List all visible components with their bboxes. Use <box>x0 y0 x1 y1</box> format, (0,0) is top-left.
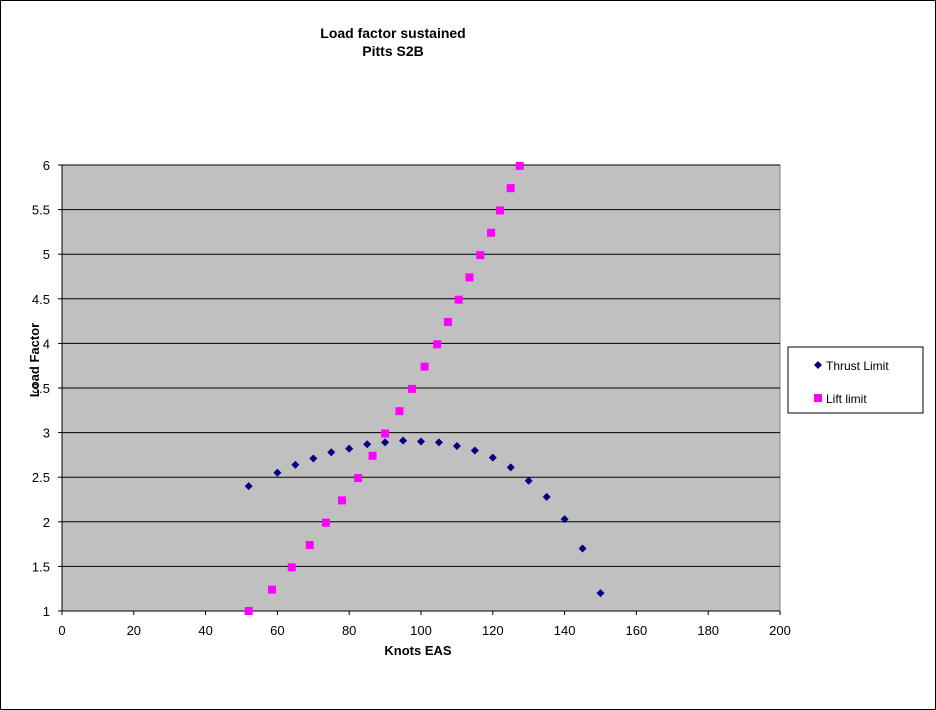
x-axis: 0 20 40 60 80 100 120 140 160 180 200 <box>58 610 791 638</box>
y-tick-label: 1.5 <box>32 559 50 574</box>
legend-label-lift-limit: Lift limit <box>826 392 867 406</box>
x-tick-label: 140 <box>554 623 576 638</box>
lift-limit-point <box>305 540 314 549</box>
legend-square-marker <box>814 394 822 402</box>
thrust-limit-point <box>596 589 605 598</box>
lift-limit-point <box>408 384 417 393</box>
thrust-limit-point <box>417 437 425 446</box>
lift-limit-point <box>268 585 277 594</box>
x-tick-label: 160 <box>626 623 648 638</box>
thrust-limit-point <box>524 476 533 485</box>
y-tick-label: 5.5 <box>32 203 50 218</box>
y-tick-label: 3.5 <box>32 381 50 396</box>
grid-lines <box>62 164 780 567</box>
thrust-limit-point <box>309 454 318 463</box>
lift-limit-point <box>443 317 452 326</box>
y-tick-label: 6 <box>43 158 50 173</box>
legend: Thrust Limit Lift limit <box>787 346 924 414</box>
x-tick-label: 0 <box>58 623 65 638</box>
lift-limit-point <box>338 496 347 505</box>
thrust-limit-point <box>434 438 443 447</box>
thrust-limit-point <box>399 436 408 445</box>
lift-limit-point <box>368 451 377 460</box>
thrust-limit-point <box>381 438 390 447</box>
chart-title: Load factor sustained <box>320 25 465 41</box>
thrust-limit-point <box>560 515 569 524</box>
legend-diamond-marker <box>814 361 822 369</box>
x-tick-label: 200 <box>769 623 791 638</box>
x-tick-label: 180 <box>697 623 719 638</box>
y-axis-title: Load Factor <box>27 323 42 397</box>
x-tick-label: 40 <box>198 623 212 638</box>
thrust-limit-point <box>345 444 354 453</box>
lift-limit-point <box>476 251 485 260</box>
thrust-limit-point <box>273 468 282 477</box>
y-tick-label: 2.5 <box>32 470 50 485</box>
legend-box <box>787 346 924 414</box>
lift-limit-point <box>495 206 504 215</box>
lift-limit-point <box>395 407 404 416</box>
y-tick-label: 4 <box>43 336 50 351</box>
x-tick-label: 20 <box>127 623 141 638</box>
x-tick-label: 120 <box>482 623 504 638</box>
y-axis: 1 1.5 2 2.5 3 3.5 4 4.5 5 5.5 6 <box>32 158 63 619</box>
thrust-limit-point <box>327 448 336 457</box>
data-marks <box>244 161 605 615</box>
chart-subtitle: Pitts S2B <box>362 43 423 59</box>
x-tick-label: 80 <box>342 623 356 638</box>
thrust-limit-point <box>363 440 372 449</box>
thrust-limit-point <box>542 492 551 501</box>
x-tick-label: 60 <box>270 623 284 638</box>
x-axis-title: Knots EAS <box>384 643 452 658</box>
legend-label-thrust-limit: Thrust Limit <box>826 359 889 373</box>
y-tick-label: 5 <box>43 247 50 262</box>
thrust-limit-point <box>578 544 587 553</box>
lift-limit-point <box>287 563 296 572</box>
thrust-limit-point <box>452 441 461 450</box>
thrust-limit-point <box>470 446 479 455</box>
x-tick-label: 100 <box>410 623 432 638</box>
lift-limit-point <box>454 295 463 304</box>
lift-limit-point <box>420 362 429 371</box>
thrust-limit-point <box>506 463 515 472</box>
thrust-limit-point <box>244 482 253 491</box>
y-tick-label: 3 <box>43 426 50 441</box>
lift-limit-point <box>381 429 390 438</box>
lift-limit-point <box>433 340 442 349</box>
y-tick-label: 4.5 <box>32 292 50 307</box>
lift-limit-point <box>244 607 253 615</box>
y-tick-label: 2 <box>43 515 50 530</box>
lift-limit-point <box>465 273 474 282</box>
lift-limit-point <box>354 474 363 483</box>
lift-limit-point <box>487 228 496 237</box>
lift-limit-point <box>321 518 330 527</box>
thrust-limit-point <box>488 453 497 462</box>
y-tick-label: 1 <box>43 604 50 619</box>
thrust-limit-point <box>291 460 300 469</box>
lift-limit-point <box>515 161 524 170</box>
lift-limit-point <box>506 184 515 193</box>
